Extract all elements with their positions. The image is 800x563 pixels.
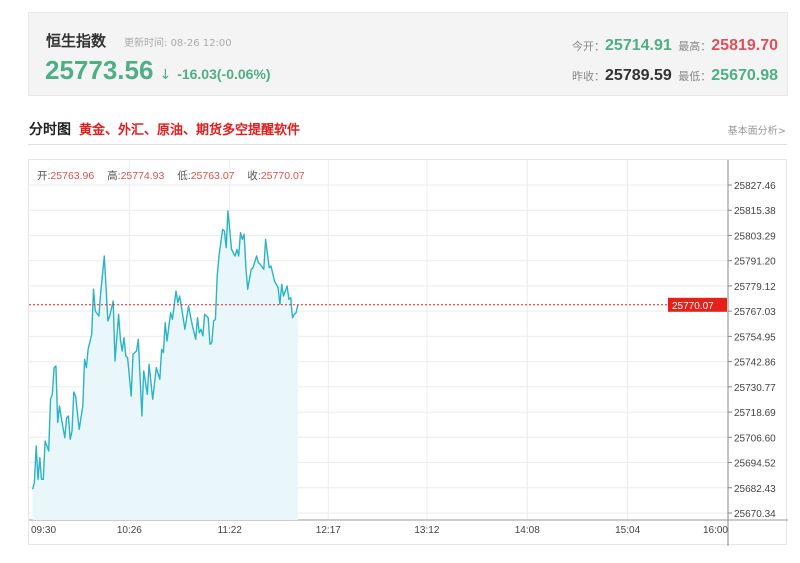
x-tick-label: 13:12 (414, 525, 439, 536)
ohlc-open-label: 开: (37, 170, 51, 182)
y-tick-label: 25815.38 (734, 206, 776, 217)
ohlc-readout: 开:25763.96 高:25774.93 低:25763.07 收:25770… (37, 168, 315, 183)
x-tick-label: 09:30 (31, 525, 56, 536)
promo-link[interactable]: 黄金、外汇、原油、期货多空提醒软件 (79, 123, 301, 138)
y-tick-label: 25694.52 (734, 459, 776, 470)
y-tick-label: 25718.69 (734, 408, 776, 419)
price-area-fill (32, 211, 298, 520)
open-value: 25714.91 (605, 37, 672, 54)
x-tick-label: 11:22 (218, 525, 243, 536)
y-tick-label: 25803.29 (734, 231, 776, 242)
high-label: 最高： (678, 40, 712, 53)
price-change: -16.03(-0.06%) (177, 66, 271, 82)
x-tick-label: 15:04 (615, 525, 640, 536)
ohlc-close: 25770.07 (260, 170, 305, 182)
y-tick-label: 25754.95 (734, 332, 776, 343)
y-tick-label: 25827.46 (734, 181, 776, 192)
update-time: 更新时间: 08-26 12:00 (124, 34, 232, 49)
intraday-chart[interactable]: 25827.46 25815.38 25803.29 25791.20 25779.12… (28, 159, 788, 546)
y-tick-label: 25779.12 (734, 282, 776, 293)
ohlc-open: 25763.96 (50, 170, 95, 182)
ohlc-close-label: 收: (247, 170, 261, 182)
ohlc-high: 25774.93 (120, 170, 165, 182)
current-price: 25773.56 (45, 55, 154, 85)
price-row: 25773.56 ↓ -16.03(-0.06%) (45, 55, 271, 86)
prev-close-value: 25789.59 (605, 67, 672, 84)
y-tick-label: 25706.60 (734, 433, 776, 444)
open-label: 今开： (572, 40, 606, 53)
ohlc-low: 25763.07 (190, 170, 235, 182)
prev-close-label: 昨收： (572, 70, 606, 83)
y-tick-label: 25767.03 (734, 307, 776, 318)
y-tick-label: 25791.20 (734, 257, 776, 268)
quote-panel: 恒生指数 更新时间: 08-26 12:00 25773.56 ↓ -16.03… (28, 12, 788, 96)
ohlc-high-label: 高: (107, 170, 121, 182)
fundamental-analysis-link[interactable]: 基本面分析> (727, 126, 786, 137)
low-label: 最低： (678, 70, 712, 83)
current-price-label: 25770.07 (672, 301, 714, 312)
update-label: 更新时间: (124, 38, 168, 49)
y-tick-label: 25670.34 (734, 509, 776, 520)
divider (28, 144, 787, 145)
x-tick-label: 12:17 (316, 525, 341, 536)
index-name: 恒生指数 (46, 32, 107, 50)
chart-canvas: 25827.46 25815.38 25803.29 25791.20 25779.12… (29, 160, 788, 546)
x-tick-label: 14:08 (515, 525, 540, 536)
price-line (31, 210, 299, 490)
arrow-down-icon: ↓ (159, 67, 172, 83)
ohlc-low-label: 低: (177, 170, 191, 182)
y-tick-label: 25742.86 (734, 358, 776, 369)
quote-stats: 今开：25714.91 最高：25819.70 昨收：25789.59 最低：2… (572, 31, 781, 91)
high-value: 25819.70 (711, 37, 778, 54)
y-tick-label: 25730.77 (734, 383, 776, 394)
x-tick-label: 10:26 (117, 525, 142, 536)
current-price-badge (668, 297, 727, 312)
section-title: 分时图 (29, 122, 71, 138)
update-time-value: 08-26 12:00 (170, 38, 232, 49)
x-tick-label: 16:00 (703, 525, 728, 536)
low-value: 25670.98 (711, 67, 778, 84)
y-tick-label: 25682.43 (734, 484, 776, 495)
